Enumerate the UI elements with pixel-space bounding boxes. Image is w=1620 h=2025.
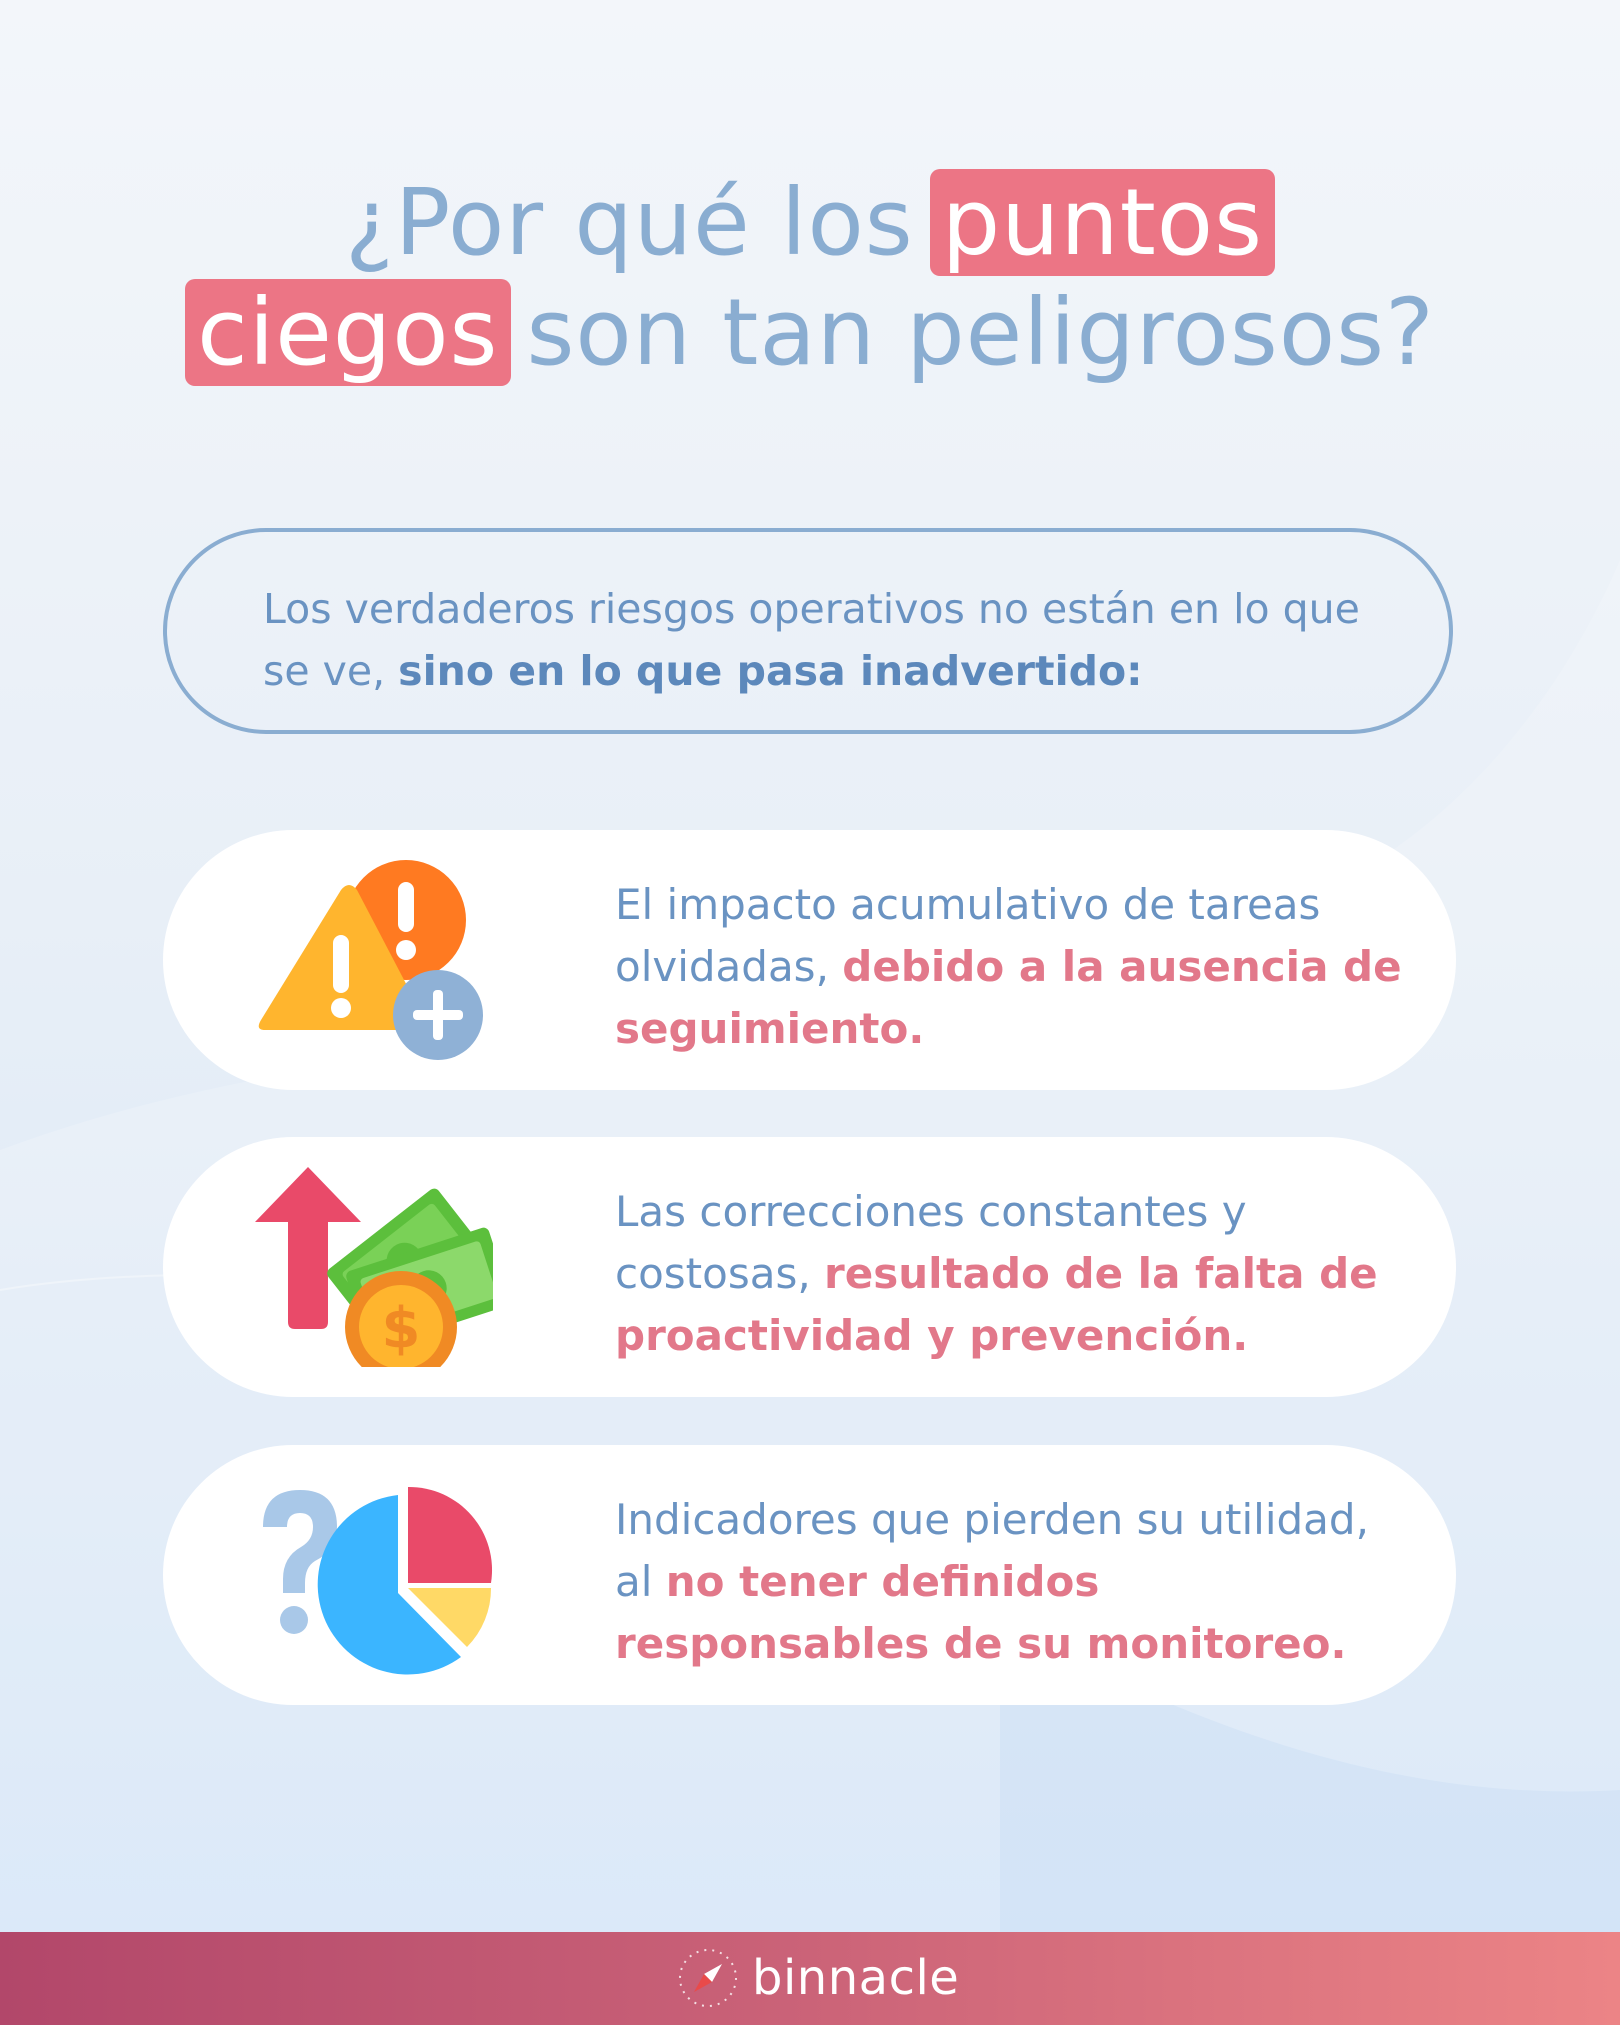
intro-regular: Los verdaderos riesgos operativos no est… — [263, 585, 1360, 695]
warning-icon — [258, 860, 483, 1060]
title-text: ¿Por qué los — [344, 169, 914, 276]
title-highlight-puntos: puntos — [929, 169, 1276, 276]
risk-card-text: Las correcciones constantes y costosas, … — [615, 1181, 1415, 1367]
risk-card-forgotten-tasks: El impacto acumulativo de tareas olvidad… — [163, 830, 1456, 1090]
card-emphasis-text: no tener definidos responsables de su mo… — [615, 1557, 1347, 1668]
unclear-indicators-icon — [263, 1486, 493, 1675]
brand-logo: binnacle — [676, 1942, 959, 2014]
page-title-line-2: ciegos son tan peligrosos? — [0, 273, 1620, 393]
card-regular-text: Las correcciones constantes y costosas, — [615, 1187, 1247, 1298]
intro-text: Los verdaderos riesgos operativos no est… — [263, 578, 1383, 702]
svg-text:$: $ — [382, 1296, 421, 1361]
card-regular-text: El impacto acumulativo de tareas olvidad… — [615, 880, 1321, 991]
card-emphasis-text: debido a la ausencia de seguimiento. — [615, 942, 1402, 1053]
cost-increase-icon: $ — [255, 1167, 493, 1367]
title-text: son tan peligrosos? — [526, 279, 1435, 386]
footer-bar: binnacle — [0, 1932, 1620, 2025]
risk-card-unclear-indicators: Indicadores que pierden su utilidad, al … — [163, 1445, 1456, 1705]
compass-icon — [679, 1949, 737, 2007]
risk-card-costly-corrections: $ Las correcciones constantes y costosas… — [163, 1137, 1456, 1397]
card-regular-text: Indicadores que pierden su utilidad, al — [615, 1495, 1369, 1606]
brand-name: binnacle — [752, 1950, 960, 2006]
card-emphasis-text: resultado de la falta de proactividad y … — [615, 1249, 1378, 1360]
page-title-line-1: ¿Por qué los puntos — [0, 163, 1620, 283]
intro-callout: Los verdaderos riesgos operativos no est… — [163, 528, 1453, 734]
risk-card-text: Indicadores que pierden su utilidad, al … — [615, 1489, 1415, 1675]
intro-bold: sino en lo que pasa inadvertido: — [398, 647, 1143, 695]
risk-card-text: El impacto acumulativo de tareas olvidad… — [615, 874, 1415, 1060]
title-highlight-ciegos: ciegos — [185, 279, 511, 386]
